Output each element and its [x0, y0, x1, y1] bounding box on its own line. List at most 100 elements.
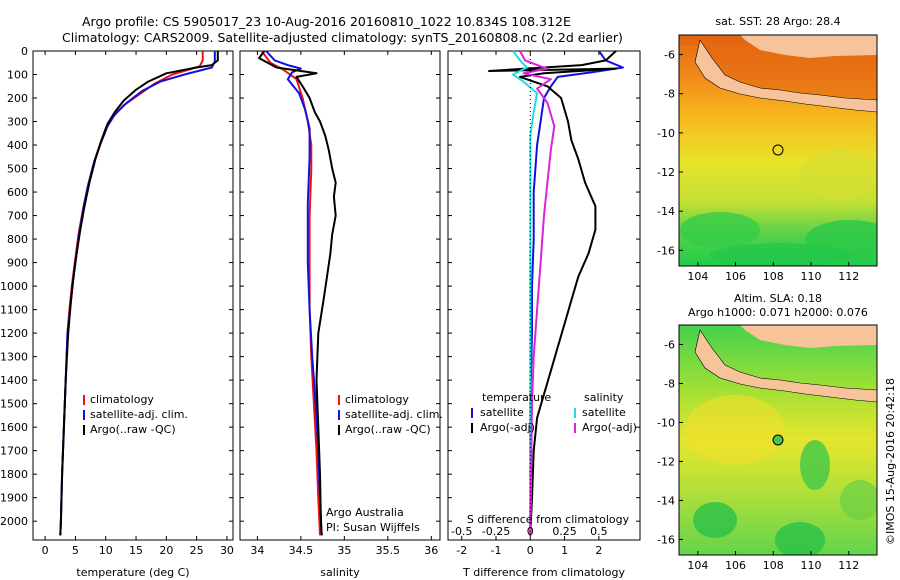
depth-tick-label: 300	[7, 116, 28, 129]
top-tick-label: -0.5	[451, 525, 472, 538]
plot-frame	[32, 50, 234, 541]
legend-label: Argo(..raw -QC)	[345, 423, 431, 436]
salinity-panel: 34 34.5 35 35.5 36 salinity climatology satelli…	[239, 50, 443, 579]
x-tick-label: 2	[595, 544, 602, 557]
legend-label: satellite-adj. clim.	[345, 408, 443, 421]
x-tick-label: 34.5	[289, 544, 314, 557]
depth-tick-label: 1000	[0, 280, 28, 293]
map-y-tick-label: -12	[657, 455, 675, 468]
series-line	[512, 50, 539, 536]
depth-tick-label: 200	[7, 92, 28, 105]
argo-australia-label: Argo Australia	[326, 506, 404, 519]
top-tick-label: 0.5	[590, 525, 608, 538]
depth-tick-label: 1100	[0, 304, 28, 317]
x-axis-label: T difference from climatology	[462, 566, 625, 579]
sla-map-axes: 104 106 108 110 112 -6 -8 -10 -12 -14 -16	[657, 338, 859, 572]
map-y-tick-label: -14	[657, 494, 675, 507]
map-y-tick-label: -12	[657, 166, 675, 179]
map-y-tick-label: -16	[657, 244, 675, 257]
sst-map	[679, 35, 877, 266]
depth-tick-label: 1400	[0, 374, 28, 387]
map-y-tick-label: -8	[664, 88, 675, 101]
x-tick-label: 34	[250, 544, 264, 557]
x-tick-label: 20	[159, 544, 173, 557]
map-y-tick-label: -6	[664, 338, 675, 351]
sla-java-land	[694, 329, 877, 403]
sla-title-line1: Altim. SLA: 0.18	[734, 292, 822, 305]
x-tick-label: -2	[456, 544, 467, 557]
map-y-tick-label: -6	[664, 49, 675, 62]
depth-tick-label: 700	[7, 210, 28, 223]
legend-label: Argo(..raw -QC)	[90, 423, 176, 436]
sla-map	[679, 325, 877, 555]
java-land	[694, 39, 877, 113]
x-tick-label: 0	[527, 544, 534, 557]
depth-tick-label: 100	[7, 69, 28, 82]
depth-tick-label: 600	[7, 186, 28, 199]
depth-tick-label: 1700	[0, 445, 28, 458]
legend-label: climatology	[345, 393, 409, 406]
sla-title-line2: Argo h1000: 0.071 h2000: 0.076	[688, 306, 868, 319]
x-tick-label: 25	[190, 544, 204, 557]
x-axis-label: salinity	[320, 566, 360, 579]
map-x-tick-label: 108	[763, 270, 784, 283]
depth-tick-label: 1600	[0, 421, 28, 434]
top-tick-label: -0.25	[482, 525, 510, 538]
x-tick-label: 5	[72, 544, 79, 557]
map-x-tick-label: 112	[838, 559, 859, 572]
x-axis-label: temperature (deg C)	[76, 566, 189, 579]
map-x-tick-label: 110	[801, 270, 822, 283]
x-tick-label: 36	[424, 544, 438, 557]
map-y-tick-label: -16	[657, 533, 675, 546]
series-line	[258, 50, 337, 536]
map-y-tick-label: -14	[657, 205, 675, 218]
series-line	[59, 51, 219, 536]
x-tick-label: 30	[220, 544, 234, 557]
pi-name-label: PI: Susan Wijffels	[326, 521, 420, 534]
sla-float-marker	[772, 434, 784, 446]
map-x-tick-label: 104	[687, 559, 708, 572]
x-tick-label: -1	[491, 544, 502, 557]
sst-map-axes: 104 106 108 110 112 -6 -8 -10 -12 -14 -16	[657, 49, 859, 283]
depth-tick-label: 2000	[0, 515, 28, 528]
depth-tick-label: 1900	[0, 492, 28, 505]
depth-tick-label: 400	[7, 139, 28, 152]
sst-map-title: sat. SST: 28 Argo: 28.4	[715, 15, 840, 28]
x-tick-label: 35.5	[376, 544, 401, 557]
imos-credit: ©IMOS 15-Aug-2016 20:42:18	[884, 378, 897, 545]
depth-tick-label: 1500	[0, 398, 28, 411]
x-tick-label: 10	[99, 544, 113, 557]
legend-title: salinity	[584, 391, 624, 404]
sst-float-marker	[772, 144, 784, 156]
sla-borneo-land	[679, 325, 877, 348]
x-tick-label: 1	[561, 544, 568, 557]
series-line	[488, 50, 617, 536]
legend-label: satellite	[480, 406, 524, 419]
map-y-tick-label: -10	[657, 416, 675, 429]
legend-label: satellite-adj. clim.	[90, 408, 188, 421]
map-y-tick-label: -8	[664, 377, 675, 390]
depth-tick-label: 800	[7, 233, 28, 246]
map-x-tick-label: 110	[801, 559, 822, 572]
top-tick-label: 0.25	[552, 525, 577, 538]
map-x-tick-label: 106	[725, 559, 746, 572]
legend-title: temperature	[482, 391, 551, 404]
x-axis-label-top: S difference from climatology	[467, 513, 630, 526]
x-tick-label: 0	[42, 544, 49, 557]
series-line	[265, 50, 323, 536]
x-tick-label: 15	[129, 544, 143, 557]
borneo-land	[679, 35, 877, 58]
top-tick-label: 0	[527, 525, 534, 538]
header-line2: Climatology: CARS2009. Satellite-adjuste…	[62, 30, 623, 45]
depth-tick-label: 500	[7, 163, 28, 176]
depth-tick-label: 1300	[0, 351, 28, 364]
series-line	[519, 50, 556, 536]
plot-frame	[239, 50, 441, 541]
temperature-panel: 0 5 10 15 20 25 30 temperature (deg C) climatolo…	[32, 50, 234, 579]
map-x-tick-label: 108	[763, 559, 784, 572]
header-line1: Argo profile: CS 5905017_23 10-Aug-2016 …	[82, 14, 571, 29]
legend-label: Argo(-adj)	[582, 421, 637, 434]
plot-frame	[447, 50, 641, 541]
legend-label: Argo(-adj)	[480, 421, 535, 434]
